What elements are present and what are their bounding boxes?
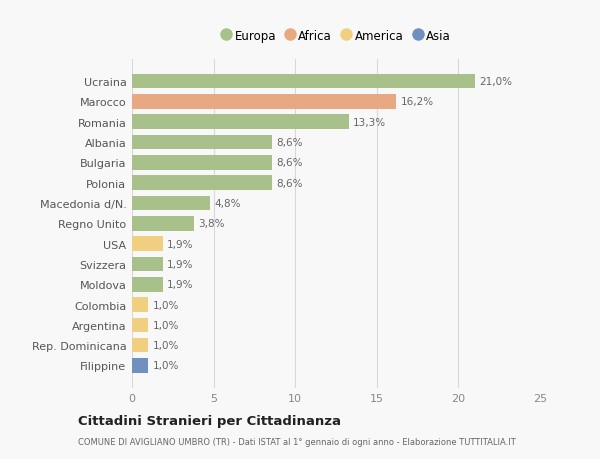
Text: 16,2%: 16,2% (400, 97, 434, 107)
Text: 13,3%: 13,3% (353, 118, 386, 128)
Bar (132, 318, 148, 332)
Text: 1,0%: 1,0% (152, 361, 179, 370)
Text: 1,9%: 1,9% (167, 239, 194, 249)
Text: 1,0%: 1,0% (152, 300, 179, 310)
Text: 21,0%: 21,0% (479, 77, 512, 87)
Bar (132, 95, 397, 109)
Text: 3,8%: 3,8% (198, 219, 224, 229)
Text: 1,0%: 1,0% (152, 341, 179, 350)
Legend: Europa, Africa, America, Asia: Europa, Africa, America, Asia (218, 26, 454, 46)
Bar (132, 277, 163, 292)
Text: 4,8%: 4,8% (214, 198, 241, 208)
Text: 1,9%: 1,9% (167, 280, 194, 290)
Bar (132, 135, 272, 150)
Bar (132, 338, 148, 353)
Text: COMUNE DI AVIGLIANO UMBRO (TR) - Dati ISTAT al 1° gennaio di ogni anno - Elabora: COMUNE DI AVIGLIANO UMBRO (TR) - Dati IS… (78, 437, 516, 446)
Bar (132, 176, 272, 190)
Bar (132, 297, 148, 312)
Text: 8,6%: 8,6% (277, 158, 303, 168)
Bar (132, 237, 163, 252)
Bar (132, 115, 349, 130)
Text: 8,6%: 8,6% (277, 138, 303, 148)
Bar (132, 156, 272, 170)
Bar (132, 75, 475, 89)
Bar (132, 257, 163, 272)
Bar (132, 358, 148, 373)
Text: 8,6%: 8,6% (277, 178, 303, 188)
Bar (132, 196, 211, 211)
Text: Cittadini Stranieri per Cittadinanza: Cittadini Stranieri per Cittadinanza (78, 414, 341, 428)
Bar (132, 217, 194, 231)
Text: 1,0%: 1,0% (152, 320, 179, 330)
Text: 1,9%: 1,9% (167, 259, 194, 269)
